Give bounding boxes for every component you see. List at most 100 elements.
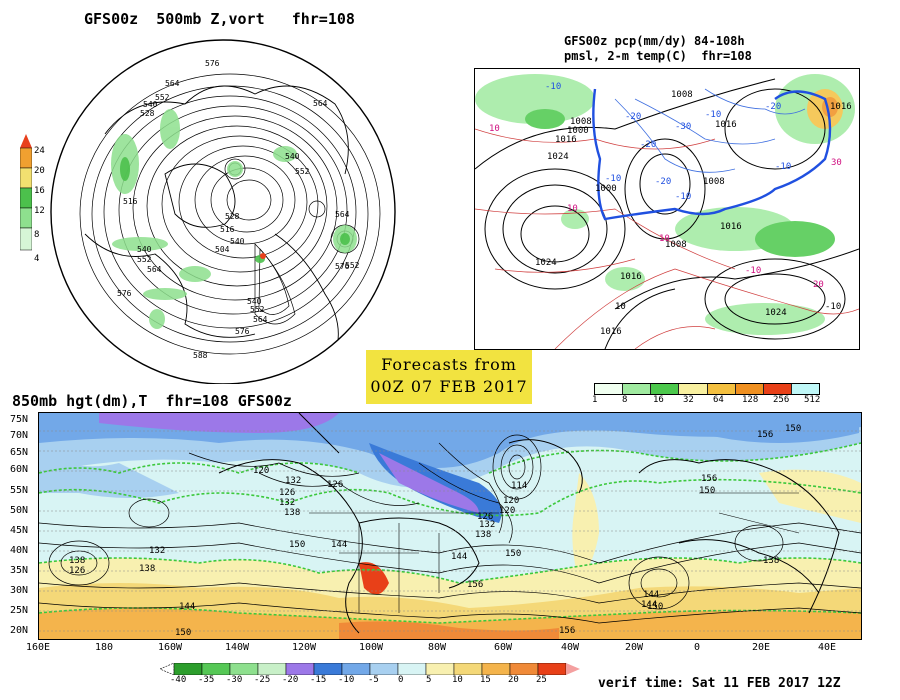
svg-text:1008: 1008 <box>570 117 592 127</box>
svg-text:132: 132 <box>479 520 495 530</box>
svg-text:-10: -10 <box>745 266 761 276</box>
temp-cbar-label-m15: -15 <box>310 675 327 685</box>
svg-text:-10: -10 <box>775 162 791 172</box>
lat-label-50n: 50N <box>10 505 29 516</box>
panel-850mb-title: 850mb hgt(dm),T fhr=108 GFS00z <box>12 392 292 410</box>
svg-text:516: 516 <box>123 197 138 206</box>
svg-text:576: 576 <box>235 327 250 336</box>
svg-text:150: 150 <box>699 486 715 496</box>
svg-text:1016: 1016 <box>600 327 622 337</box>
svg-text:126: 126 <box>327 480 343 490</box>
svg-text:138: 138 <box>284 508 300 518</box>
lat-label-25n: 25N <box>10 605 29 616</box>
lon-label-0: 0 <box>694 642 701 653</box>
svg-text:564: 564 <box>165 79 180 88</box>
lat-label-45n: 45N <box>10 525 29 536</box>
svg-text:-10: -10 <box>705 110 721 120</box>
lon-label-160e: 160E <box>26 642 51 653</box>
svg-text:1000: 1000 <box>567 126 589 136</box>
svg-text:144: 144 <box>641 600 657 610</box>
svg-text:144: 144 <box>643 590 659 600</box>
temp-cbar-label-m20: -20 <box>282 675 299 685</box>
svg-text:1016: 1016 <box>830 102 852 112</box>
svg-text:-20: -20 <box>655 177 671 187</box>
lon-label-40e: 40E <box>818 642 837 653</box>
svg-text:516: 516 <box>220 225 235 234</box>
svg-text:10: 10 <box>615 302 626 312</box>
svg-text:138: 138 <box>69 556 85 566</box>
svg-text:-20: -20 <box>625 112 641 122</box>
svg-text:-30: -30 <box>675 122 691 132</box>
lon-label-20e: 20E <box>752 642 771 653</box>
svg-text:1024: 1024 <box>535 258 557 268</box>
svg-text:1016: 1016 <box>555 135 577 145</box>
svg-text:-10: -10 <box>545 82 561 92</box>
precip-cbar-label-32: 32 <box>683 395 694 405</box>
lon-label-60w: 60W <box>494 642 513 653</box>
svg-text:132: 132 <box>149 546 165 556</box>
svg-text:150: 150 <box>785 424 801 434</box>
lat-label-55n: 55N <box>10 485 29 496</box>
svg-text:540: 540 <box>230 237 245 246</box>
svg-text:552: 552 <box>345 261 360 270</box>
svg-text:150: 150 <box>289 540 305 550</box>
svg-text:564: 564 <box>253 315 268 324</box>
svg-text:540: 540 <box>143 100 158 109</box>
panel-precip-title-line1: GFS00z pcp(mm/dy) 84-108h <box>564 34 745 48</box>
svg-text:150: 150 <box>505 549 521 559</box>
svg-text:1008: 1008 <box>665 240 687 250</box>
banner-line2: 00Z 07 FEB 2017 <box>370 377 528 396</box>
panel-precip-title-line2: pmsl, 2-m temp(C) fhr=108 <box>564 49 752 63</box>
svg-text:144: 144 <box>331 540 347 550</box>
svg-text:156: 156 <box>701 474 717 484</box>
svg-text:552: 552 <box>137 255 152 264</box>
svg-text:-10: -10 <box>825 302 841 312</box>
svg-text:564: 564 <box>313 99 328 108</box>
temp-cbar-label-m40: -40 <box>170 675 187 685</box>
lat-label-20n: 20N <box>10 625 29 636</box>
svg-text:-20: -20 <box>765 102 781 112</box>
svg-text:10: 10 <box>489 124 500 134</box>
lon-label-20w: 20W <box>625 642 644 653</box>
precip-pmsl-map: 1008 1000 1016 1024 1008 1000 1008 1016 … <box>474 68 860 350</box>
svg-text:564: 564 <box>335 210 350 219</box>
svg-text:-10: -10 <box>605 174 621 184</box>
vort-cbar-label-24: 24 <box>34 146 45 156</box>
svg-text:144: 144 <box>179 602 195 612</box>
svg-text:552: 552 <box>155 93 170 102</box>
temp-cbar-label-10: 10 <box>452 675 463 685</box>
lon-label-100w: 100W <box>359 642 384 653</box>
svg-text:540: 540 <box>247 297 262 306</box>
svg-text:1008: 1008 <box>703 177 725 187</box>
svg-text:126: 126 <box>279 488 295 498</box>
vorticity-colorbar <box>19 134 33 258</box>
svg-text:552: 552 <box>295 167 310 176</box>
temp-cbar-label-25: 25 <box>536 675 547 685</box>
precip-cbar-label-256: 256 <box>773 395 790 405</box>
svg-text:114: 114 <box>511 481 527 491</box>
svg-text:120: 120 <box>503 496 519 506</box>
svg-text:540: 540 <box>285 152 300 161</box>
svg-text:1008: 1008 <box>671 90 693 100</box>
svg-text:156: 156 <box>467 580 483 590</box>
svg-text:132: 132 <box>279 498 295 508</box>
svg-text:528: 528 <box>225 212 240 221</box>
precip-cbar-label-128: 128 <box>742 395 759 405</box>
vort-cbar-label-8: 8 <box>34 230 40 240</box>
lon-label-180: 180 <box>95 642 114 653</box>
lat-label-60n: 60N <box>10 464 29 475</box>
lon-label-40w: 40W <box>561 642 580 653</box>
svg-text:576: 576 <box>335 262 350 271</box>
svg-text:528: 528 <box>140 109 155 118</box>
svg-text:1000: 1000 <box>595 184 617 194</box>
svg-text:138: 138 <box>139 564 155 574</box>
svg-text:132: 132 <box>285 476 301 486</box>
svg-text:150: 150 <box>647 602 663 612</box>
lat-label-35n: 35N <box>10 565 29 576</box>
svg-text:1016: 1016 <box>720 222 742 232</box>
svg-text:576: 576 <box>205 59 220 68</box>
svg-text:30: 30 <box>831 158 842 168</box>
svg-text:10: 10 <box>567 204 578 214</box>
vort-cbar-label-16: 16 <box>34 186 45 196</box>
svg-text:588: 588 <box>193 351 208 360</box>
